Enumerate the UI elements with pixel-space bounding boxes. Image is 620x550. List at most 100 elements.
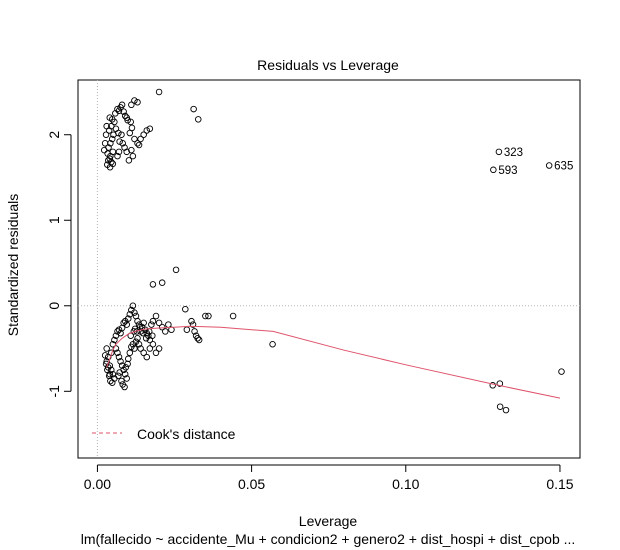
data-point <box>108 379 116 386</box>
points <box>100 88 565 414</box>
data-point <box>123 321 130 328</box>
data-point <box>122 364 130 371</box>
model-subtitle: lm(fallecido ~ accidente_Mu + condicion2… <box>81 531 576 547</box>
data-point <box>152 312 160 320</box>
point-label: 323 <box>504 147 523 159</box>
data-point <box>125 157 133 164</box>
data-point <box>103 345 110 352</box>
data-point <box>115 372 122 380</box>
point-label: 593 <box>498 165 517 177</box>
data-point <box>143 127 151 134</box>
data-point <box>140 131 147 138</box>
data-point <box>135 141 143 149</box>
data-point <box>134 98 141 106</box>
data-point <box>269 341 276 348</box>
data-point <box>194 335 201 342</box>
data-point <box>128 101 135 109</box>
data-point <box>116 138 123 145</box>
data-point <box>129 152 137 160</box>
data-point <box>117 358 124 365</box>
data-point <box>131 135 138 143</box>
legend: Cook's distance <box>92 426 236 442</box>
data-point <box>190 105 197 113</box>
x-tick-label: 0.00 <box>84 476 111 492</box>
data-point <box>134 140 141 147</box>
data-point <box>120 319 127 327</box>
data-point <box>126 349 134 357</box>
data-point <box>109 160 117 168</box>
data-point <box>114 105 121 113</box>
data-point <box>165 321 172 328</box>
y-tick-label: 0 <box>46 302 62 310</box>
data-point <box>108 116 116 123</box>
x-tick-label: 0.15 <box>546 476 573 492</box>
data-point <box>149 281 157 288</box>
data-point <box>104 353 112 361</box>
data-point <box>124 360 131 368</box>
data-point <box>118 131 125 138</box>
data-point <box>195 116 202 123</box>
x-tick-label: 0.05 <box>238 476 265 492</box>
data-point <box>135 341 143 348</box>
chart-title: Residuals vs Leverage <box>257 57 399 73</box>
data-point <box>146 125 154 132</box>
smoother-line <box>106 325 561 399</box>
data-point <box>502 406 510 414</box>
data-point <box>128 146 135 154</box>
point-labels: 323 593 635 <box>490 147 573 177</box>
data-point <box>558 368 565 375</box>
data-point <box>146 345 154 352</box>
data-point <box>158 279 166 286</box>
labeled-point <box>495 148 503 156</box>
data-point <box>143 353 151 361</box>
data-point <box>202 312 209 320</box>
data-point <box>119 140 126 147</box>
data-point <box>149 317 157 325</box>
data-point <box>229 312 237 320</box>
data-point <box>205 312 212 320</box>
axes: 0.00 0.05 0.10 0.15 -1 0 1 2 <box>46 131 574 492</box>
data-point <box>116 369 123 376</box>
plot-frame <box>77 79 581 459</box>
y-tick-label: -1 <box>46 385 62 398</box>
data-point <box>191 328 198 335</box>
data-point <box>489 382 496 389</box>
data-point <box>137 345 144 352</box>
data-point <box>140 349 147 357</box>
data-point <box>183 326 191 333</box>
data-point <box>114 328 121 335</box>
data-point <box>149 332 156 339</box>
data-point <box>123 375 130 382</box>
data-point <box>155 88 163 96</box>
data-point <box>131 309 138 316</box>
data-point <box>140 319 147 327</box>
labeled-point <box>490 166 497 174</box>
point-label: 635 <box>554 161 573 173</box>
data-point <box>129 302 137 310</box>
y-axis-title: Standardized residuals <box>5 194 21 336</box>
data-point <box>189 321 197 328</box>
data-point <box>115 107 123 115</box>
data-point <box>496 380 504 387</box>
data-point <box>115 326 123 333</box>
data-point <box>158 323 166 331</box>
data-point <box>139 329 147 337</box>
y-tick-label: 1 <box>46 216 62 224</box>
data-point <box>195 336 203 344</box>
data-point <box>127 118 134 126</box>
data-point <box>101 140 109 147</box>
y-tick-label: 2 <box>46 131 62 139</box>
data-point <box>108 135 116 143</box>
data-point <box>172 266 180 274</box>
data-point <box>102 131 110 138</box>
x-tick-label: 0.10 <box>392 476 419 492</box>
data-point <box>496 403 504 410</box>
data-point <box>134 317 141 325</box>
x-axis-title: Leverage <box>299 513 358 529</box>
data-point <box>111 336 118 344</box>
data-point <box>118 101 126 109</box>
data-point <box>148 321 155 328</box>
data-point <box>137 135 144 143</box>
data-point <box>182 305 189 313</box>
data-point <box>134 335 141 342</box>
